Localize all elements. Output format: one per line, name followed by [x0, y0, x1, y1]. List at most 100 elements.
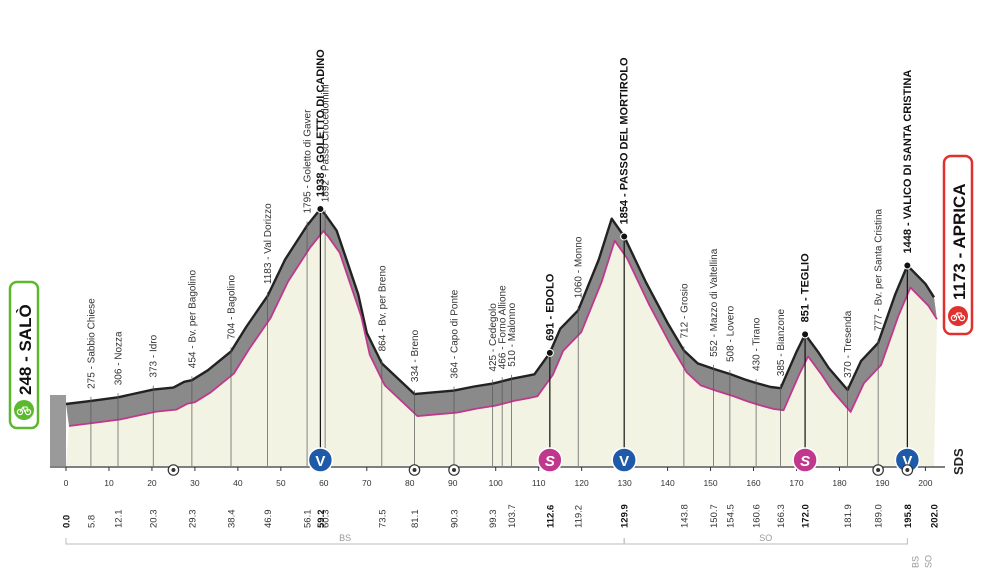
- waypoint-dot: [801, 330, 810, 339]
- x-tick-label: 110: [532, 478, 546, 488]
- waypoint-label: 364 - Capo di Ponte: [450, 289, 461, 378]
- finish-label: 1173 - APRICA: [950, 183, 969, 300]
- start-block: [50, 395, 66, 466]
- water-point-icon-dot: [171, 468, 176, 472]
- waypoint-label: 552 - Mazzo di Valtellina: [709, 248, 720, 357]
- segment-label: SO: [924, 555, 934, 568]
- km-label: 154.5: [725, 504, 736, 528]
- km-label: 56.1: [303, 510, 314, 529]
- x-tick-label: 150: [703, 478, 717, 488]
- waypoint-label: 385 - Bianzone: [776, 308, 787, 376]
- kom-badge-symbol: V: [619, 453, 629, 470]
- km-label: 172.0: [801, 504, 812, 528]
- sprint-badge-symbol: S: [545, 453, 555, 470]
- km-label: 46.9: [263, 510, 274, 529]
- x-tick-label: 10: [104, 478, 114, 488]
- waypoint-label: 454 - Bv. per Bagolino: [187, 270, 198, 369]
- x-tick-label: 200: [918, 478, 932, 488]
- waypoint-label: 1448 - VALICO DI SANTA CRISTINA: [902, 70, 914, 254]
- waypoint-dot: [545, 348, 554, 357]
- km-label: 166.3: [776, 504, 787, 528]
- start-label: 248 - SALÒ: [16, 304, 35, 395]
- distance-axis: 0 10 20 30 40 50 60 70 80 90 100 110 120 130 140 150 160…: [64, 467, 933, 488]
- km-label: 59.2: [316, 510, 327, 529]
- km-label: 29.3: [187, 510, 198, 529]
- km-label: 5.8: [86, 515, 97, 528]
- km-label: 81.1: [410, 510, 421, 529]
- km-label: 195.8: [903, 504, 914, 528]
- segment-bracket: [623, 538, 908, 545]
- waypoint-label: 1060 - Monno: [574, 236, 585, 298]
- x-tick-label: 180: [832, 478, 846, 488]
- sprint-badge-symbol: S: [800, 453, 810, 470]
- km-label: 143.8: [679, 504, 690, 528]
- sprint-badge-icon: [792, 447, 818, 473]
- railway-crossing-icon-dot: [452, 468, 457, 472]
- waypoint-label: 704 - Bagolino: [227, 274, 238, 339]
- bike-glyph-icon: [16, 406, 32, 416]
- km-label: 150.7: [709, 504, 720, 528]
- waypoint-label: 1183 - Val Dorizzo: [263, 203, 274, 284]
- railway-crossing-icon-dot: [412, 468, 417, 472]
- start-box: 248 - SALÒ: [8, 280, 40, 430]
- km-label: 99.3: [488, 510, 499, 529]
- waypoint-label: 430 - Tirano: [752, 317, 763, 371]
- x-tick-label: 80: [405, 478, 415, 488]
- km-label: 38.4: [227, 510, 238, 529]
- km-label: 90.3: [450, 510, 461, 529]
- sprint-badge-icon: [537, 447, 563, 473]
- kom-badge-symbol: V: [315, 453, 325, 470]
- km-label: 60.3: [321, 510, 332, 529]
- waypoint-label: 1892 - Passo Crocedomini: [321, 84, 332, 202]
- x-tick-label: 160: [746, 478, 760, 488]
- waypoint-label: 306 - Nozza: [114, 331, 125, 385]
- waypoint-label: 466 - Forno Allione: [498, 285, 509, 369]
- segment-label: SO: [759, 533, 772, 543]
- x-tick-label: 100: [489, 478, 503, 488]
- waypoint-label: 508 - Lovero: [725, 305, 736, 362]
- x-tick-label: 30: [190, 478, 200, 488]
- x-tick-label: 60: [319, 478, 329, 488]
- waypoint-label: 510 - Malonno: [507, 302, 518, 366]
- last-km-icon-dot: [905, 468, 910, 472]
- km-label: 112.6: [545, 505, 556, 528]
- waypoint-label: 691 - EDOLO: [544, 273, 556, 341]
- waypoint-label: 373 - Idro: [149, 334, 160, 377]
- finish-box: 1173 - APRICA: [942, 154, 974, 336]
- waypoint-dot: [316, 205, 325, 213]
- x-tick-label: 120: [575, 478, 589, 488]
- x-tick-label: 90: [448, 478, 458, 488]
- km-label: 20.3: [149, 510, 160, 529]
- profile-gradient-line: [68, 230, 938, 427]
- waypoint-label: 425 - Cedegolo: [488, 303, 499, 372]
- km-label: 73.5: [377, 510, 388, 529]
- waypoint-label: 1795 - Goletto di Gaver: [303, 109, 314, 214]
- km-label: 103.7: [507, 504, 518, 528]
- segment-label: BS: [339, 533, 351, 543]
- waypoint-label: 275 - Sabbio Chiese: [86, 298, 97, 389]
- waypoint-label: 712 - Grosio: [679, 283, 690, 338]
- x-tick-label: 140: [660, 478, 674, 488]
- km-labels: 0.0 5.8 12.1 20.3 29.3 38.4 46.9 56.1 59.260.3 73…: [62, 504, 941, 528]
- kom-badge-icon: [611, 447, 637, 473]
- x-tick-label: 130: [618, 478, 632, 488]
- climb-sprint-markers: V V VS S: [167, 447, 921, 476]
- waypoint-dot: [620, 232, 629, 241]
- x-tick-label: 0: [64, 478, 69, 488]
- bike-glyph-icon: [950, 312, 966, 322]
- x-tick-label: 70: [362, 478, 372, 488]
- km-label: 160.6: [752, 504, 763, 528]
- waypoint-dot: [903, 261, 912, 270]
- km-label: 189.0: [874, 504, 885, 528]
- km-label: 119.2: [574, 505, 585, 528]
- x-tick-label: 170: [789, 478, 803, 488]
- segment-label: BS: [910, 556, 920, 568]
- railway-crossing-icon-dot: [876, 468, 881, 472]
- brand-logo: SDS: [951, 448, 966, 475]
- province-segments: BS SO BS SO: [65, 533, 934, 568]
- profile-fill: [66, 231, 937, 466]
- km-label: 129.9: [620, 504, 631, 528]
- km-label: 181.9: [843, 504, 854, 528]
- kom-badge-symbol: V: [902, 453, 912, 470]
- waypoint-labels: 275 - Sabbio Chiese 306 - Nozza 373 - Idro…: [86, 49, 914, 389]
